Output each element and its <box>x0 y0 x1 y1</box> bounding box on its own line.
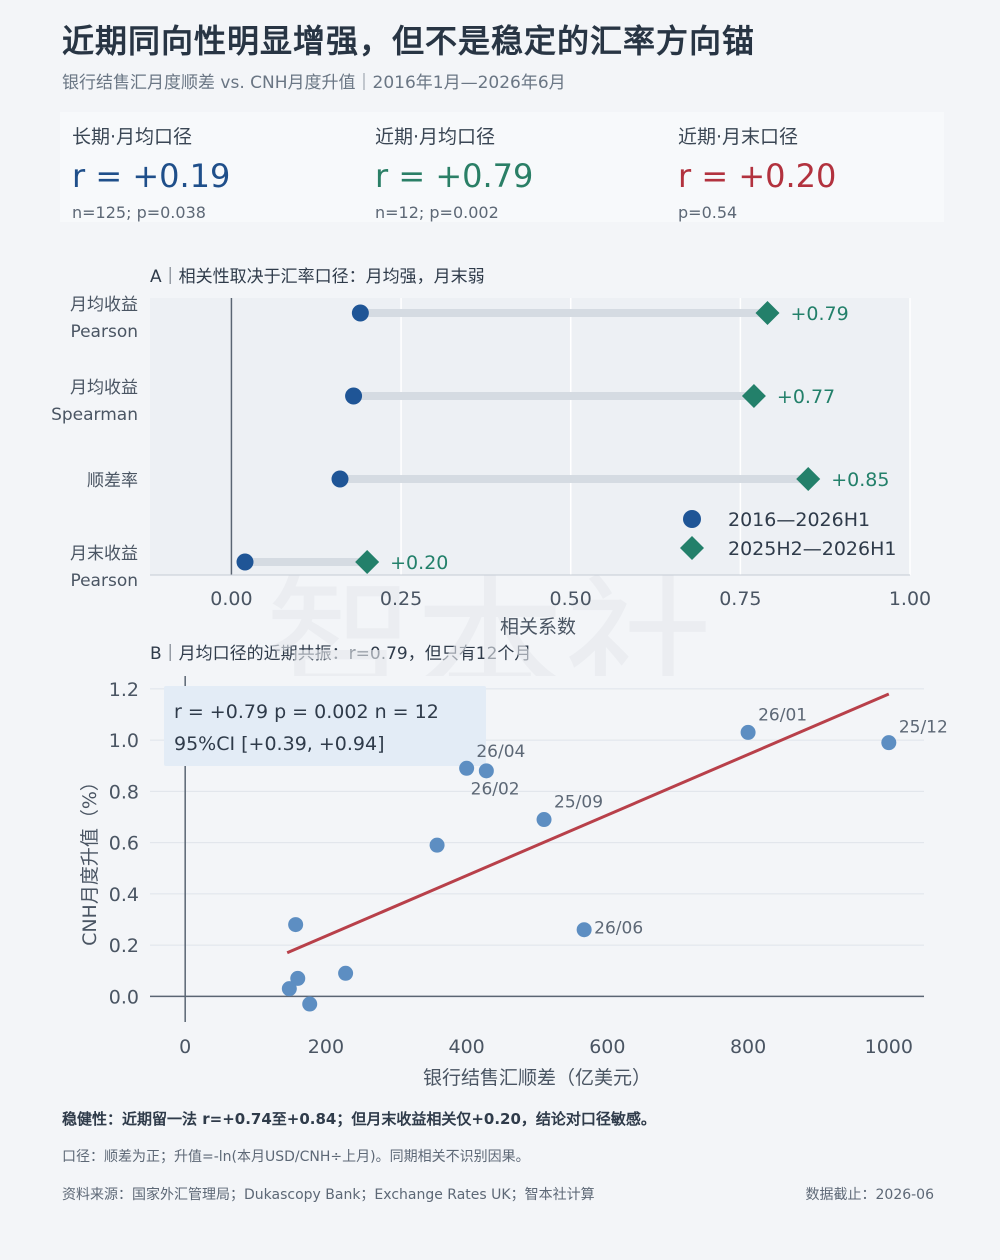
panel-a-x-tick-label: 0.25 <box>380 588 422 610</box>
panel-b-point <box>478 763 494 779</box>
panel-a-title: A｜相关性取决于汇率口径：月均强，月末弱 <box>150 267 485 287</box>
panel-a-legend-label: 2025H2—2026H1 <box>728 538 896 560</box>
panel-b-y-tick-label: 0.2 <box>109 935 139 957</box>
stat-sub: n=12; p=0.002 <box>375 203 499 222</box>
panel-a-plot-area <box>150 298 910 575</box>
panel-b-y-tick-label: 0.0 <box>109 986 139 1008</box>
panel-b-point <box>288 917 304 933</box>
panel-a-category-label: Pearson <box>70 571 138 591</box>
panel-b-x-tick-label: 200 <box>308 1036 344 1058</box>
stat-label: 近期·月末口径 <box>678 126 799 148</box>
panel-b-point-label: 26/06 <box>594 919 643 939</box>
panel-b-y-axis-label: CNH月度升值（%） <box>79 772 101 946</box>
robustness-note: 稳健性：近期留一法 r=+0.74至+0.84；但月末收益相关仅+0.20，结论… <box>62 1110 656 1128</box>
stats-background <box>60 112 944 222</box>
panel-b-x-axis-label: 银行结售汇顺差（亿美元） <box>423 1067 651 1089</box>
panel-a-category-label: 月均收益 <box>70 295 138 315</box>
panel-a-category-label: 顺差率 <box>87 471 138 491</box>
panel-b-x-tick-label: 0 <box>179 1036 191 1058</box>
panel-a-x-tick-label: 0.00 <box>210 588 252 610</box>
panel-b-title: B｜月均口径的近期共振：r=0.79，但只有12个月 <box>150 644 532 664</box>
panel-a-point-long <box>345 387 363 405</box>
panel-a-value-label: +0.85 <box>831 469 889 491</box>
panel-b-point <box>576 922 592 938</box>
stat-sub: n=125; p=0.038 <box>72 203 206 222</box>
panel-b-point <box>281 981 297 997</box>
panel-a-category-label: 月末收益 <box>70 544 138 564</box>
data-cutoff: 数据截止：2026-06 <box>805 1187 935 1203</box>
panel-a-point-long <box>236 553 254 571</box>
stat-label: 近期·月均口径 <box>375 126 496 148</box>
page-subtitle: 银行结售汇月度顺差 vs. CNH月度升值｜2016年1月—2026年6月 <box>62 73 566 93</box>
panel-a-value-label: +0.77 <box>777 386 835 408</box>
panel-b-y-tick-label: 0.6 <box>109 833 139 855</box>
stat-recent-eom: 近期·月末口径 r = +0.20 p=0.54 <box>678 122 948 222</box>
panel-b-y-tick-label: 1.2 <box>109 679 139 701</box>
panel-b-point-label: 26/02 <box>471 779 520 799</box>
panel-a-x-axis-label: 相关系数 <box>500 616 576 638</box>
panel-b-point-label: 25/09 <box>554 793 603 813</box>
panel-a-x-tick-label: 0.50 <box>550 588 592 610</box>
panel-a-x-tick-label: 1.00 <box>889 588 931 610</box>
panel-b-point <box>740 724 756 740</box>
panel-a-category-label: Pearson <box>70 322 138 342</box>
panel-a-point-recent <box>796 467 821 491</box>
panel-b-annotation-ci: 95%CI [+0.39, +0.94] <box>174 733 385 755</box>
panel-a-category-label: Spearman <box>51 405 138 425</box>
stat-value: r = +0.19 <box>72 157 231 195</box>
panel-a-category-label: 月均收益 <box>70 378 138 398</box>
panel-a-value-label: +0.79 <box>791 303 849 325</box>
stat-sub: p=0.54 <box>678 203 738 222</box>
panel-a-point-long <box>331 470 349 488</box>
panel-a-x-tick-label: 0.75 <box>719 588 761 610</box>
panel-a-point-recent <box>741 384 766 408</box>
panel-a-point-recent <box>755 301 780 325</box>
panel-b-x-tick-label: 600 <box>589 1036 625 1058</box>
panel-a-legend-marker-long <box>683 510 701 528</box>
source-note: 资料来源：国家外汇管理局；Dukascopy Bank；Exchange Rat… <box>62 1187 595 1203</box>
panel-b-y-tick-label: 1.0 <box>109 730 139 752</box>
panel-b-point <box>429 837 445 853</box>
methodology-note: 口径：顺差为正；升值=-ln(本月USD/CNH÷上月)。同期相关不识别因果。 <box>62 1149 530 1165</box>
panel-b-point-label: 26/04 <box>476 742 525 762</box>
panel-b-annotation-stats: r = +0.79 p = 0.002 n = 12 <box>174 701 439 723</box>
panel-b-annotation-box <box>164 686 486 766</box>
panel-a-legend-marker-recent <box>680 536 704 560</box>
stat-label: 长期·月均口径 <box>72 126 193 148</box>
panel-b-y-tick-label: 0.4 <box>109 884 139 906</box>
panel-b-y-tick-label: 0.8 <box>109 781 139 803</box>
stat-value: r = +0.20 <box>678 157 837 195</box>
panel-a-legend-label: 2016—2026H1 <box>728 509 870 531</box>
panel-b-x-tick-label: 400 <box>449 1036 485 1058</box>
panel-b-point <box>881 735 897 751</box>
stat-value: r = +0.79 <box>375 157 534 195</box>
panel-b-point <box>459 760 475 776</box>
panel-b-point-label: 25/12 <box>899 718 948 738</box>
panel-b-point <box>536 812 552 828</box>
panel-b-fit-line <box>286 692 890 955</box>
panel-a-value-label: +0.20 <box>390 552 448 574</box>
panel-a-point-long <box>351 304 369 322</box>
panel-b-point-label: 26/01 <box>758 705 807 725</box>
stat-long-term: 长期·月均口径 r = +0.19 n=125; p=0.038 <box>72 122 342 222</box>
panel-b-point <box>338 965 354 981</box>
panel-b-x-tick-label: 800 <box>730 1036 766 1058</box>
page-title: 近期同向性明显增强，但不是稳定的汇率方向锚 <box>62 22 756 60</box>
panel-b-x-tick-label: 1000 <box>865 1036 913 1058</box>
panel-a-point-recent <box>355 550 380 574</box>
panel-b-point <box>302 996 318 1012</box>
panel-b-point <box>290 970 306 986</box>
stat-recent-avg: 近期·月均口径 r = +0.79 n=12; p=0.002 <box>375 122 645 222</box>
